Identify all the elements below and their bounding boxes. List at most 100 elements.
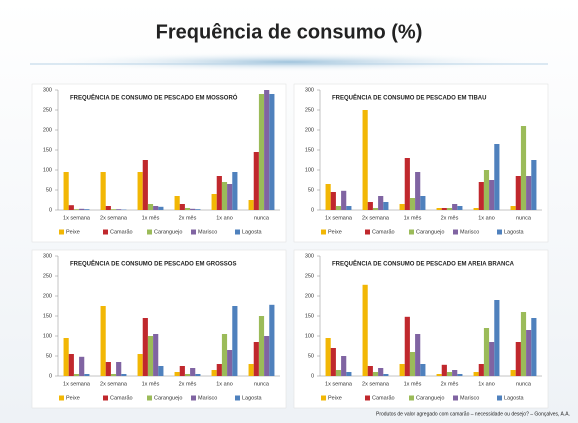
legend-label: Camarão [372, 229, 395, 235]
bar [180, 366, 185, 376]
y-tick-label: 200 [43, 127, 52, 133]
bar [217, 176, 222, 210]
bar [269, 94, 274, 210]
bar [363, 110, 368, 210]
legend-swatch [59, 230, 64, 235]
legend-swatch [147, 396, 152, 401]
y-tick-label: 300 [305, 87, 314, 93]
bar [341, 356, 346, 376]
bar [69, 354, 74, 376]
y-tick-label: 300 [305, 253, 314, 259]
y-tick-label: 100 [305, 167, 314, 173]
y-tick-label: 250 [305, 273, 314, 279]
legend-label: Peixe [328, 229, 342, 235]
bar [479, 182, 484, 210]
bar [212, 194, 217, 210]
bar [190, 368, 195, 376]
bar [269, 305, 274, 376]
x-tick-label: 2x mês [441, 215, 459, 221]
x-tick-label: 1x ano [478, 381, 495, 387]
bar [74, 209, 79, 210]
bar [138, 172, 143, 210]
bar [479, 364, 484, 376]
water-splash [29, 52, 549, 72]
x-tick-label: nunca [516, 381, 532, 387]
legend-swatch [321, 396, 326, 401]
bar [143, 318, 148, 376]
bar [143, 160, 148, 210]
bar [489, 180, 494, 210]
bar [222, 182, 227, 210]
bar [254, 152, 259, 210]
bar [526, 330, 531, 376]
chart-title: FREQUÊNCIA DE CONSUMO DE PESCADO EM TIBA… [332, 94, 486, 102]
y-tick-label: 0 [49, 207, 52, 213]
bar [442, 365, 447, 376]
bar [447, 208, 452, 210]
legend-label: Lagosta [504, 395, 525, 401]
bar [415, 334, 420, 376]
bar [373, 372, 378, 376]
legend-swatch [147, 230, 152, 235]
bar [383, 374, 388, 376]
x-tick-label: 2x mês [179, 215, 197, 221]
y-tick-label: 50 [46, 187, 52, 193]
legend-label: Camarão [110, 229, 133, 235]
bar [259, 94, 264, 210]
bar [148, 204, 153, 210]
bar [336, 370, 341, 376]
bar [121, 374, 126, 376]
legend-swatch [409, 396, 414, 401]
legend-label: Peixe [66, 395, 80, 401]
legend-label: Caranguejo [416, 395, 444, 401]
legend-label: Lagosta [242, 395, 263, 401]
chart-title: FREQUÊNCIA DE CONSUMO DE PESCADO EM AREI… [332, 260, 515, 268]
bar [531, 318, 536, 376]
y-tick-label: 200 [305, 127, 314, 133]
legend-swatch [365, 230, 370, 235]
bar [447, 372, 452, 376]
bar [264, 336, 269, 376]
bar [79, 209, 84, 210]
bar [410, 352, 415, 376]
y-tick-label: 150 [43, 147, 52, 153]
bar [521, 312, 526, 376]
legend-label: Peixe [328, 395, 342, 401]
legend-swatch [235, 396, 240, 401]
bar [101, 172, 106, 210]
bar [249, 200, 254, 210]
bar [405, 158, 410, 210]
bar [116, 362, 121, 376]
y-tick-label: 50 [308, 353, 314, 359]
bar [227, 184, 232, 210]
x-tick-label: nunca [254, 215, 270, 221]
bar [254, 342, 259, 376]
y-tick-label: 50 [46, 353, 52, 359]
legend-swatch [235, 230, 240, 235]
bar [331, 192, 336, 210]
legend-label: Caranguejo [416, 229, 444, 235]
bar [212, 370, 217, 376]
bar [79, 357, 84, 376]
legend-swatch [365, 396, 370, 401]
x-tick-label: nunca [254, 381, 270, 387]
bar [106, 206, 111, 210]
bar [331, 348, 336, 376]
bar [457, 206, 462, 210]
y-tick-label: 300 [43, 253, 52, 259]
x-tick-label: 1x ano [216, 215, 233, 221]
bar [457, 374, 462, 376]
bar [74, 374, 79, 376]
bar [138, 354, 143, 376]
bar [452, 204, 457, 210]
bar [158, 207, 163, 210]
bar [116, 209, 121, 210]
legend-swatch [497, 230, 502, 235]
bar [227, 350, 232, 376]
legend-swatch [59, 396, 64, 401]
slide: Frequência de consumo (%) Produtos de va… [0, 0, 578, 423]
legend-swatch [103, 396, 108, 401]
x-tick-label: 1x semana [325, 381, 353, 387]
bar [420, 364, 425, 376]
bar [516, 342, 521, 376]
